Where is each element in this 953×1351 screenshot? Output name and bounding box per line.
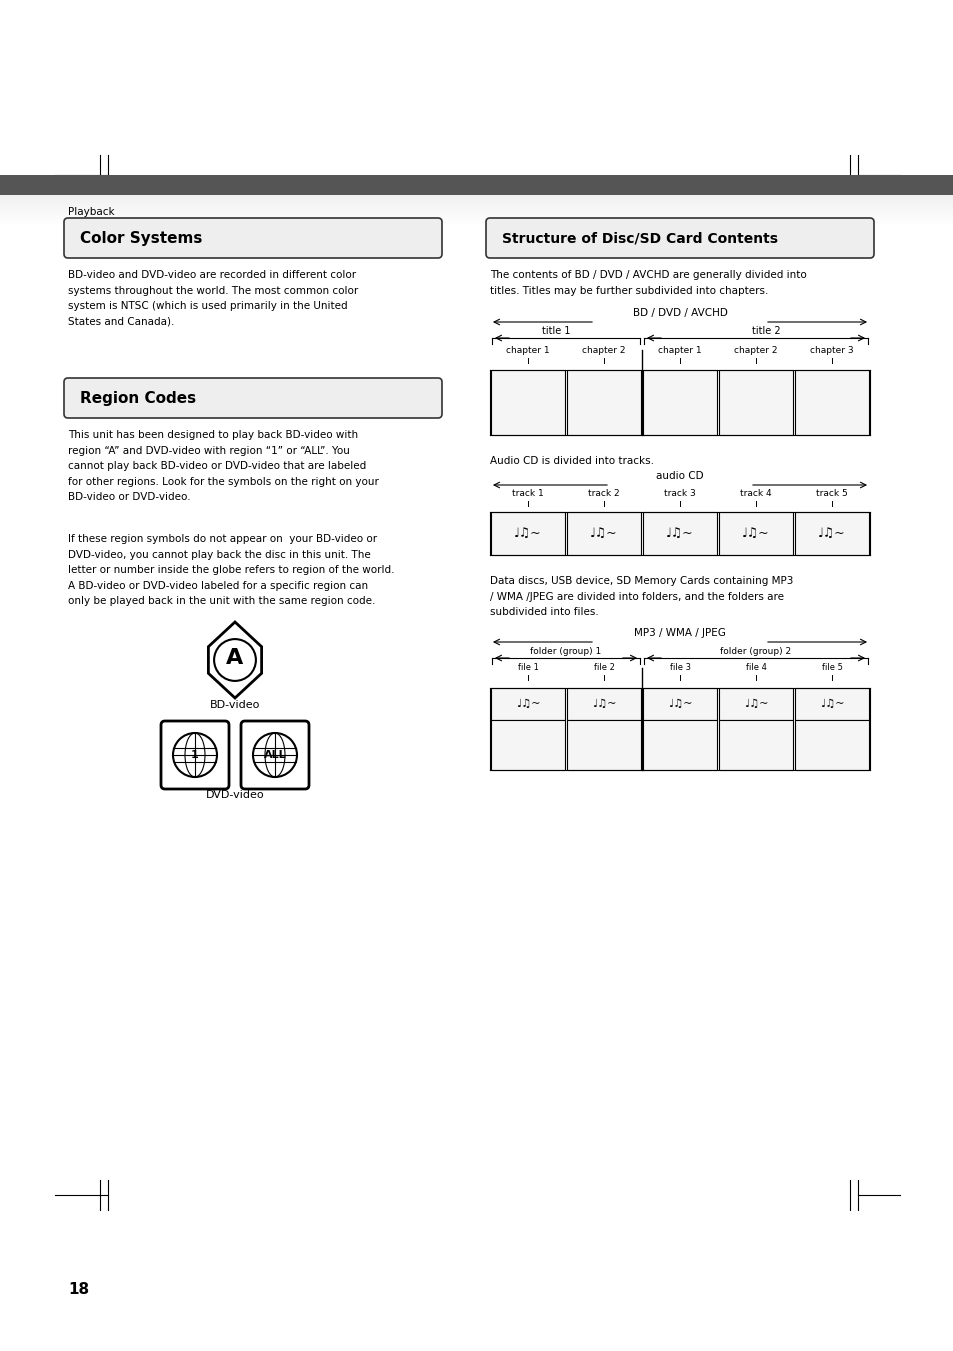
Bar	[491, 720, 564, 770]
Bar	[794, 512, 868, 555]
Text: The contents of BD / DVD / AVCHD are generally divided into
titles. Titles may b: The contents of BD / DVD / AVCHD are gen…	[490, 270, 806, 296]
Text: DVD-video: DVD-video	[206, 790, 264, 800]
Bar	[491, 512, 564, 555]
Bar	[719, 512, 792, 555]
Bar	[0, 213, 953, 215]
Text: file 1: file 1	[517, 663, 537, 671]
Text: track 3: track 3	[663, 489, 695, 499]
Text: folder (group) 1: folder (group) 1	[530, 647, 601, 657]
Bar	[0, 203, 953, 205]
Text: file 5: file 5	[821, 663, 841, 671]
Bar	[0, 176, 953, 195]
Text: file 2: file 2	[593, 663, 614, 671]
Text: chapter 2: chapter 2	[581, 346, 625, 355]
Bar	[566, 370, 640, 435]
FancyBboxPatch shape	[64, 378, 441, 417]
Text: ♩♫~: ♩♫~	[665, 527, 693, 540]
Bar	[0, 205, 953, 207]
Text: ♩♫~: ♩♫~	[591, 698, 616, 709]
Text: ♩♫~: ♩♫~	[516, 698, 539, 709]
Text: ♩♫~: ♩♫~	[514, 527, 541, 540]
FancyBboxPatch shape	[64, 218, 441, 258]
FancyBboxPatch shape	[485, 218, 873, 258]
Text: ♩♫~: ♩♫~	[743, 698, 767, 709]
Bar	[0, 195, 953, 197]
Bar	[0, 223, 953, 226]
Bar	[566, 720, 640, 770]
Bar	[0, 219, 953, 222]
Bar	[719, 720, 792, 770]
Bar	[566, 512, 640, 555]
Bar	[0, 215, 953, 218]
Text: track 5: track 5	[815, 489, 847, 499]
Text: BD / DVD / AVCHD: BD / DVD / AVCHD	[632, 308, 727, 317]
Bar	[566, 688, 640, 720]
Text: Color Systems: Color Systems	[80, 231, 202, 246]
Text: title 2: title 2	[751, 326, 780, 336]
Bar	[0, 201, 953, 203]
Bar	[794, 370, 868, 435]
Bar	[491, 688, 564, 720]
Text: chapter 1: chapter 1	[506, 346, 549, 355]
Bar	[642, 512, 717, 555]
Text: Structure of Disc/SD Card Contents: Structure of Disc/SD Card Contents	[501, 231, 778, 245]
Text: Region Codes: Region Codes	[80, 390, 196, 405]
Text: BD-video: BD-video	[210, 700, 260, 711]
Bar	[0, 222, 953, 223]
Bar	[794, 720, 868, 770]
Bar	[719, 688, 792, 720]
Text: track 4: track 4	[740, 489, 771, 499]
Bar	[0, 197, 953, 199]
Text: ♩♫~: ♩♫~	[667, 698, 692, 709]
Bar	[794, 688, 868, 720]
Text: Audio CD is divided into tracks.: Audio CD is divided into tracks.	[490, 457, 654, 466]
Bar	[642, 720, 717, 770]
Bar	[0, 207, 953, 209]
FancyBboxPatch shape	[241, 721, 309, 789]
Text: file 3: file 3	[669, 663, 690, 671]
Bar	[0, 199, 953, 201]
Text: track 1: track 1	[512, 489, 543, 499]
Text: ♩♫~: ♩♫~	[818, 527, 845, 540]
Text: file 4: file 4	[745, 663, 765, 671]
Text: chapter 3: chapter 3	[809, 346, 853, 355]
Text: This unit has been designed to play back BD-video with
region “A” and DVD-video : This unit has been designed to play back…	[68, 430, 378, 503]
Text: If these region symbols do not appear on  your BD-video or
DVD-video, you cannot: If these region symbols do not appear on…	[68, 534, 395, 607]
Bar	[0, 209, 953, 211]
Text: title 1: title 1	[541, 326, 570, 336]
Bar	[642, 370, 717, 435]
Bar	[642, 688, 717, 720]
FancyBboxPatch shape	[161, 721, 229, 789]
Text: folder (group) 2: folder (group) 2	[720, 647, 791, 657]
Text: ALL: ALL	[263, 750, 286, 761]
Text: ♩♫~: ♩♫~	[590, 527, 618, 540]
Text: Data discs, USB device, SD Memory Cards containing MP3
/ WMA /JPEG are divided i: Data discs, USB device, SD Memory Cards …	[490, 576, 793, 617]
Text: track 2: track 2	[588, 489, 619, 499]
Bar	[491, 370, 564, 435]
Text: audio CD: audio CD	[656, 471, 703, 481]
Bar	[719, 370, 792, 435]
Text: ♩♫~: ♩♫~	[819, 698, 843, 709]
Text: 1: 1	[191, 750, 198, 761]
Text: ♩♫~: ♩♫~	[741, 527, 769, 540]
Text: BD-video and DVD-video are recorded in different color
systems throughout the wo: BD-video and DVD-video are recorded in d…	[68, 270, 358, 327]
Bar	[0, 211, 953, 213]
Text: chapter 1: chapter 1	[658, 346, 701, 355]
Bar	[0, 218, 953, 219]
Text: chapter 2: chapter 2	[734, 346, 777, 355]
Text: A: A	[226, 648, 243, 667]
Text: 18: 18	[68, 1282, 89, 1297]
Text: MP3 / WMA / JPEG: MP3 / WMA / JPEG	[634, 628, 725, 638]
Text: Playback: Playback	[68, 207, 114, 218]
